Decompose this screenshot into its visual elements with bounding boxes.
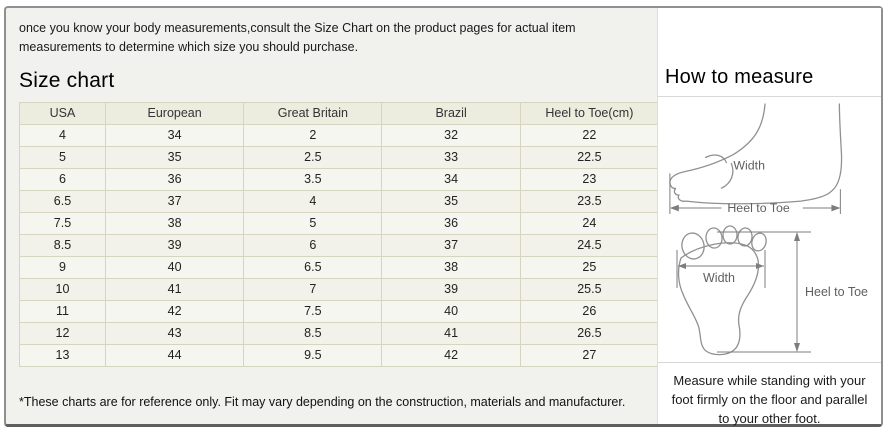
table-cell: 22 xyxy=(519,123,660,147)
table-row: 10 41 7 39 25.5 xyxy=(19,277,660,301)
side-heel-to-toe-label: Heel to Toe xyxy=(727,201,789,215)
table-cell: 34 xyxy=(104,123,245,147)
table-cell: 35 xyxy=(381,189,521,213)
table-row: 6.5 37 4 35 23.5 xyxy=(19,189,660,213)
table-row: 5 35 2.5 33 22.5 xyxy=(19,145,660,169)
table-cell: 36 xyxy=(381,211,521,235)
table-cell: 4 xyxy=(243,189,383,213)
top-heel-to-toe-label: Heel to Toe xyxy=(805,285,868,299)
table-cell: 22.5 xyxy=(519,145,660,169)
size-table: USA European Great Britain Brazil Heel to To… xyxy=(19,101,660,367)
table-cell: 7.5 xyxy=(19,211,106,235)
column-header: Great Britain xyxy=(243,101,383,125)
table-cell: 5 xyxy=(19,145,106,169)
table-row: 8.5 39 6 37 24.5 xyxy=(19,233,660,257)
table-cell: 6 xyxy=(19,167,106,191)
table-row: 13 44 9.5 42 27 xyxy=(19,343,660,367)
table-cell: 40 xyxy=(381,299,521,323)
table-cell: 43 xyxy=(104,321,245,345)
table-row: 9 40 6.5 38 25 xyxy=(19,255,660,279)
table-cell: 40 xyxy=(104,255,245,279)
column-header: Brazil xyxy=(381,101,521,125)
table-cell: 6.5 xyxy=(243,255,383,279)
table-cell: 7 xyxy=(243,277,383,301)
table-cell: 44 xyxy=(104,343,245,367)
table-cell: 38 xyxy=(104,211,245,235)
how-to-measure-title: How to measure xyxy=(665,66,814,88)
side-width-label: Width xyxy=(733,158,765,172)
foot-top-view-diagram: Width Heel to Toe xyxy=(676,225,868,356)
table-cell: 26.5 xyxy=(519,321,660,345)
table-cell: 23 xyxy=(519,167,660,191)
table-cell: 8.5 xyxy=(19,233,106,257)
size-chart-title: Size chart xyxy=(19,68,115,92)
top-width-label: Width xyxy=(703,271,735,285)
how-to-measure-section: How to measure Width Heel to Toe xyxy=(657,8,881,426)
table-cell: 6 xyxy=(243,233,383,257)
table-cell: 27 xyxy=(519,343,660,367)
table-cell: 42 xyxy=(104,299,245,323)
table-cell: 9 xyxy=(19,255,106,279)
intro-text: once you know your body measurements,con… xyxy=(19,21,576,55)
size-table-header: USA European Great Britain Brazil Heel to To… xyxy=(19,101,660,125)
table-cell: 6.5 xyxy=(19,189,106,213)
header-row: USA European Great Britain Brazil Heel to To… xyxy=(19,101,660,125)
table-cell: 7.5 xyxy=(243,299,383,323)
table-cell: 34 xyxy=(381,167,521,191)
size-table-body: 4 34 2 32 22 5 35 2.5 33 22.5 6 36 3.5 34 23 6.5 37 4 35 23… xyxy=(19,123,660,367)
table-cell: 10 xyxy=(19,277,106,301)
table-row: 6 36 3.5 34 23 xyxy=(19,167,660,191)
table-cell: 5 xyxy=(243,211,383,235)
table-cell: 25 xyxy=(519,255,660,279)
table-cell: 32 xyxy=(381,123,521,147)
table-cell: 39 xyxy=(381,277,521,301)
table-cell: 35 xyxy=(104,145,245,169)
table-cell: 42 xyxy=(381,343,521,367)
table-cell: 36 xyxy=(104,167,245,191)
measure-diagram-box: Width Heel to Toe Width xyxy=(658,96,881,363)
table-cell: 37 xyxy=(381,233,521,257)
table-row: 7.5 38 5 36 24 xyxy=(19,211,660,235)
table-cell: 4 xyxy=(19,123,106,147)
table-row: 12 43 8.5 41 26.5 xyxy=(19,321,660,345)
table-cell: 37 xyxy=(104,189,245,213)
column-header: European xyxy=(104,101,245,125)
table-cell: 41 xyxy=(104,277,245,301)
column-header: USA xyxy=(19,101,106,125)
table-cell: 3.5 xyxy=(243,167,383,191)
measure-instruction: Measure while standing with your foot fi… xyxy=(671,373,868,426)
reference-footnote: *These charts are for reference only. Fi… xyxy=(19,394,626,409)
table-row: 4 34 2 32 22 xyxy=(19,123,660,147)
table-cell: 13 xyxy=(19,343,106,367)
table-cell: 11 xyxy=(19,299,106,323)
table-cell: 23.5 xyxy=(519,189,660,213)
table-row: 11 42 7.5 40 26 xyxy=(19,299,660,323)
column-header: Heel to Toe(cm) xyxy=(519,101,660,125)
table-cell: 26 xyxy=(519,299,660,323)
table-cell: 24.5 xyxy=(519,233,660,257)
table-cell: 2.5 xyxy=(243,145,383,169)
table-cell: 8.5 xyxy=(243,321,383,345)
foot-side-view-diagram: Width Heel to Toe xyxy=(668,103,842,215)
table-cell: 25.5 xyxy=(519,277,660,301)
size-chart-panel: once you know your body measurements,con… xyxy=(4,6,883,427)
table-cell: 2 xyxy=(243,123,383,147)
table-cell: 38 xyxy=(381,255,521,279)
table-cell: 12 xyxy=(19,321,106,345)
table-cell: 24 xyxy=(519,211,660,235)
table-cell: 33 xyxy=(381,145,521,169)
table-cell: 41 xyxy=(381,321,521,345)
table-cell: 9.5 xyxy=(243,343,383,367)
size-chart-section: once you know your body measurements,con… xyxy=(6,8,660,424)
table-cell: 39 xyxy=(104,233,245,257)
